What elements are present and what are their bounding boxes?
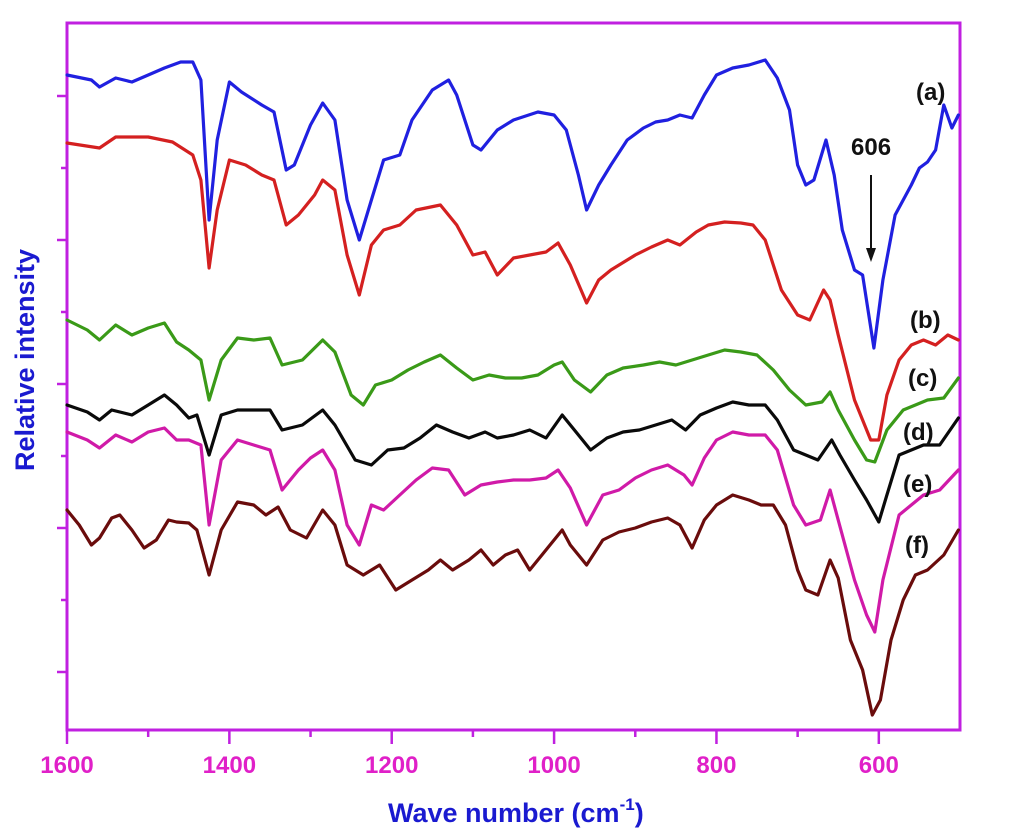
spectrum-curve-c	[65, 318, 961, 464]
series-label-b: (b)	[910, 307, 941, 334]
x-axis-tick-labels: 1600 1400 1200 1000 800 600	[40, 752, 899, 779]
x-tick-label: 1400	[203, 752, 256, 779]
series-label-c: (c)	[908, 365, 937, 392]
x-axis-ticks	[65, 730, 881, 744]
spectrum-curve-b	[65, 135, 961, 442]
series-label-e: (e)	[903, 471, 932, 498]
spectrum-curve-f	[65, 493, 961, 717]
annotation-606-label: 606	[851, 134, 891, 161]
x-tick-label: 1000	[527, 752, 580, 779]
series-label-f: (f)	[905, 532, 929, 559]
plot-frame	[65, 21, 962, 732]
x-tick-label: 1600	[40, 752, 93, 779]
y-axis-title: Relative intensity	[10, 249, 40, 471]
annotation-arrow-icon	[866, 175, 876, 262]
series-label-a: (a)	[916, 79, 945, 106]
x-axis-title: Wave number (cm-1)	[388, 795, 644, 828]
x-tick-label: 800	[696, 752, 736, 779]
spectrum-curve-d	[65, 393, 961, 524]
series-label-d: (d)	[903, 419, 934, 446]
spectra-curves	[65, 58, 961, 717]
y-axis-ticks	[57, 94, 67, 674]
x-tick-label: 600	[859, 752, 899, 779]
spectrum-curve-e	[65, 426, 961, 634]
x-tick-label: 1200	[365, 752, 418, 779]
spectrum-curve-a	[65, 58, 961, 350]
